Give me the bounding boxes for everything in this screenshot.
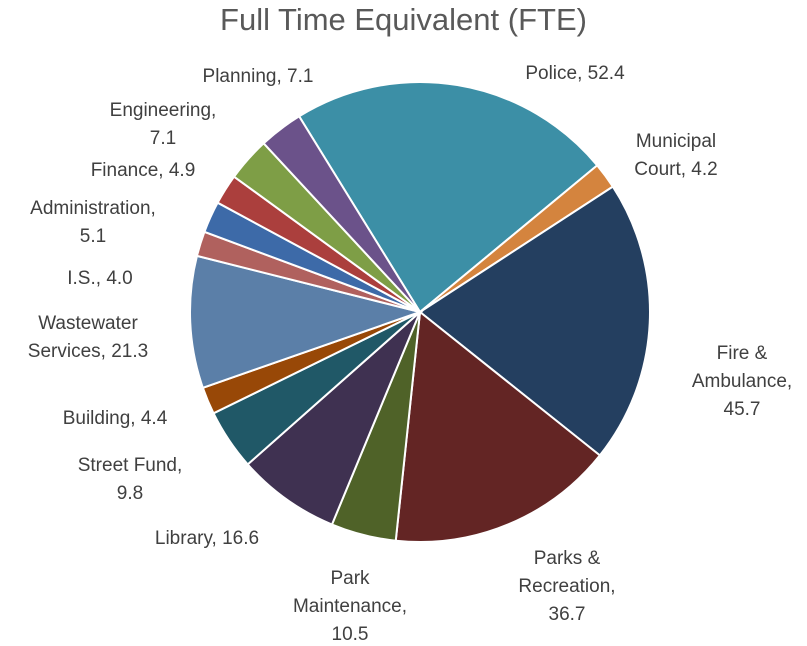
data-label: Street Fund, 9.8 xyxy=(77,455,183,504)
data-label: I.S., 4.0 xyxy=(67,268,133,289)
data-label: Parks & Recreation, 36.7 xyxy=(518,548,616,625)
data-label: Police, 52.4 xyxy=(525,63,625,84)
data-label: Building, 4.4 xyxy=(62,408,168,429)
data-label: Library, 16.6 xyxy=(154,528,260,549)
data-label: Municipal Court, 4.2 xyxy=(634,131,718,180)
data-label: Engineering, 7.1 xyxy=(109,100,217,149)
pie-slice xyxy=(418,185,651,457)
pie-slice xyxy=(297,81,599,314)
pie-slice xyxy=(246,311,421,526)
pie-slice xyxy=(189,254,424,390)
pie-slice xyxy=(262,114,421,313)
data-label: Finance, 4.9 xyxy=(90,160,196,181)
data-label: Administration, 5.1 xyxy=(30,198,156,247)
pie-slice xyxy=(394,310,602,543)
data-label: Fire & Ambulance, 45.7 xyxy=(691,343,793,420)
data-label: Park Maintenance, 10.5 xyxy=(292,568,408,645)
data-label: Planning, 7.1 xyxy=(202,66,314,87)
data-label: Wastewater Services, 21.3 xyxy=(27,313,149,362)
chart-title: Full Time Equivalent (FTE) xyxy=(220,2,587,37)
